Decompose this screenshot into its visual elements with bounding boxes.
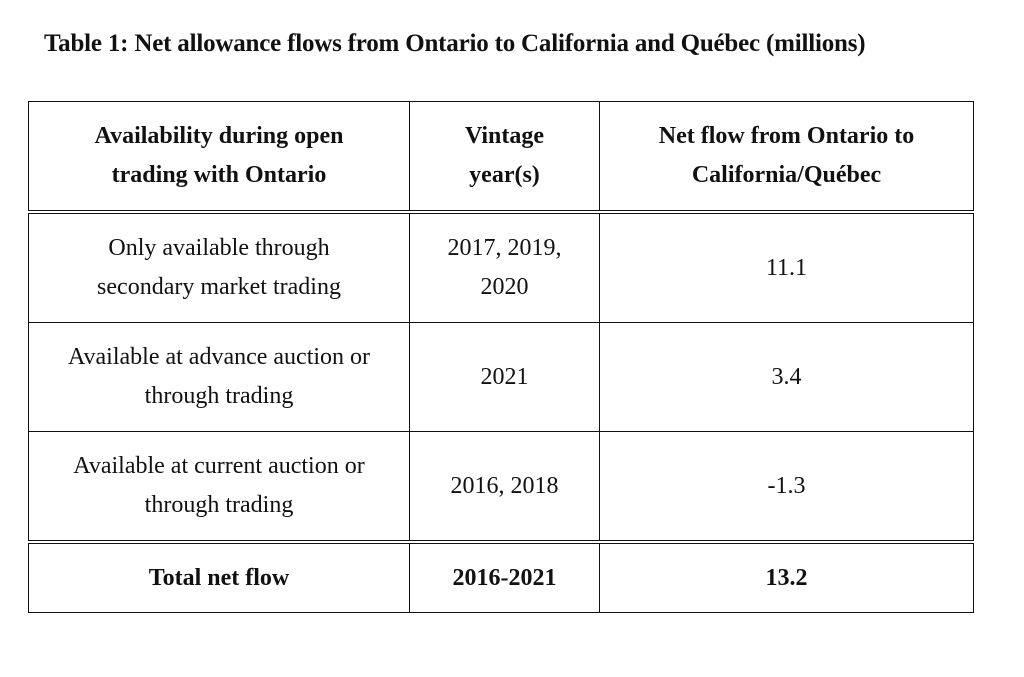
availability-line-2: through trading [144,492,294,518]
cell-vintage: 2021 [409,322,600,432]
header-vintage: Vintage year(s) [409,101,600,214]
header-vintage-line-2: year(s) [469,162,540,188]
cell-vintage: 2017, 2019, 2020 [409,211,600,323]
header-availability-line-2: trading with Ontario [111,162,327,188]
availability-line-1: Available at advance auction or [67,344,371,370]
table-caption: Table 1: Net allowance flows from Ontari… [44,30,866,57]
header-net-flow: Net flow from Ontario to California/Québ… [599,101,974,214]
total-label: Total net flow [28,540,410,613]
table-row: Available at advance auction or through … [28,322,974,432]
cell-availability: Available at current auction or through … [28,431,410,543]
header-net-flow-line-2: California/Québec [691,162,882,188]
table-row: Only available through secondary market … [28,211,974,323]
header-availability: Availability during open trading with On… [28,101,410,214]
cell-availability: Only available through secondary market … [28,211,410,323]
header-vintage-line-1: Vintage [464,123,545,149]
total-vintage: 2016-2021 [409,540,600,613]
cell-net-flow: -1.3 [599,431,974,543]
cell-net-flow: 3.4 [599,322,974,432]
vintage-line-1: 2017, 2019, [447,235,562,261]
availability-line-2: through trading [144,383,294,409]
availability-line-2: secondary market trading [97,274,341,300]
total-row: Total net flow 2016-2021 13.2 [28,540,974,613]
availability-line-1: Available at current auction or [73,453,365,479]
total-net-flow: 13.2 [599,540,974,613]
net-flows-table: Availability during open trading with On… [28,101,974,613]
header-row: Availability during open trading with On… [28,101,974,214]
cell-net-flow: 11.1 [599,211,974,323]
header-net-flow-line-1: Net flow from Ontario to [658,123,915,149]
cell-vintage: 2016, 2018 [409,431,600,543]
vintage-line-2: 2020 [480,274,529,300]
header-availability-line-1: Availability during open [94,123,344,149]
availability-line-1: Only available through [108,235,330,261]
cell-availability: Available at advance auction or through … [28,322,410,432]
table-row: Available at current auction or through … [28,431,974,543]
